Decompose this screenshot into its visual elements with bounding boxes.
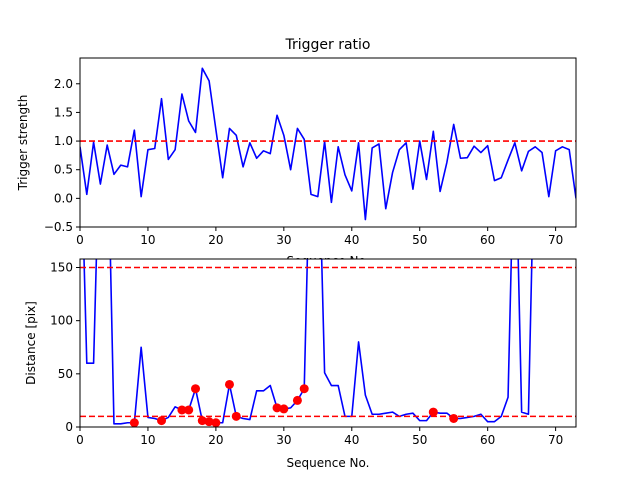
top-x-tick-label: 10 [140,233,155,247]
top-x-tick-label: 20 [208,233,223,247]
bottom-scatter-point [191,384,201,394]
bottom-scatter-point [184,405,194,415]
bottom-series-line [83,259,533,425]
top-y-tick-label: 2.0 [54,77,73,91]
bottom-x-tick-label: 60 [480,433,495,447]
bottom-scatter-point [299,384,309,394]
bottom-x-tick-label: 0 [76,433,84,447]
bottom-scatter-point [204,417,214,427]
top-y-axis-label: Trigger strength [16,95,30,192]
bottom-y-tick-label: 0 [65,420,73,434]
top-y-tick-label: 0.5 [54,163,73,177]
top-x-tick-label: 50 [412,233,427,247]
top-x-tick-label: 0 [76,233,84,247]
bottom-chart-panel: 0 10 20 30 40 50 60 70 0 50 100 150 Sequence No. Dist… [24,258,577,470]
top-chart-title: Trigger ratio [284,37,370,53]
bottom-scatter-point [224,379,234,389]
bottom-scatter-point [272,403,282,413]
bottom-x-axis-label: Sequence No. [287,456,370,470]
bottom-x-tick-label: 30 [276,433,291,447]
top-y-tick-label: 1.0 [54,134,73,148]
top-series-line [80,67,576,221]
bottom-axes-frame [79,258,577,428]
bottom-x-tick-label: 70 [548,433,563,447]
bottom-scatter-point [428,407,438,417]
bottom-scatter-point [279,404,289,414]
bottom-y-axis-label: Distance [pix] [24,301,38,385]
bottom-scatter-point [197,416,207,426]
bottom-scatter-point [292,395,302,405]
bottom-x-tick-label: 50 [412,433,427,447]
bottom-scatter-point [129,418,139,427]
bottom-x-tick-label: 10 [140,433,155,447]
top-x-tick-label: 60 [480,233,495,247]
top-chart-panel: 0 10 20 30 40 50 60 70 −0.5 0.0 0.5 1.0 1.5 2.0 Trigge… [16,37,577,268]
top-x-tick-label: 40 [344,233,359,247]
bottom-y-tick-label: 100 [50,314,73,328]
top-y-tick-label: 0.0 [54,191,73,205]
top-x-tick-label: 70 [548,233,563,247]
top-x-tick-label: 30 [276,233,291,247]
top-axes-frame [79,57,577,228]
bottom-y-tick-label: 150 [50,261,73,275]
bottom-plot-area [80,259,576,427]
bottom-x-tick-label: 40 [344,433,359,447]
top-y-tick-label: −0.5 [44,220,73,234]
bottom-scatter-point [157,416,167,426]
top-plot-area [80,58,576,227]
bottom-scatter-point [211,418,221,427]
bottom-x-tick-label: 20 [208,433,223,447]
bottom-scatter-point [177,405,187,415]
top-y-tick-label: 1.5 [54,105,73,119]
bottom-y-tick-label: 50 [58,367,73,381]
bottom-scatter-point [449,413,459,423]
